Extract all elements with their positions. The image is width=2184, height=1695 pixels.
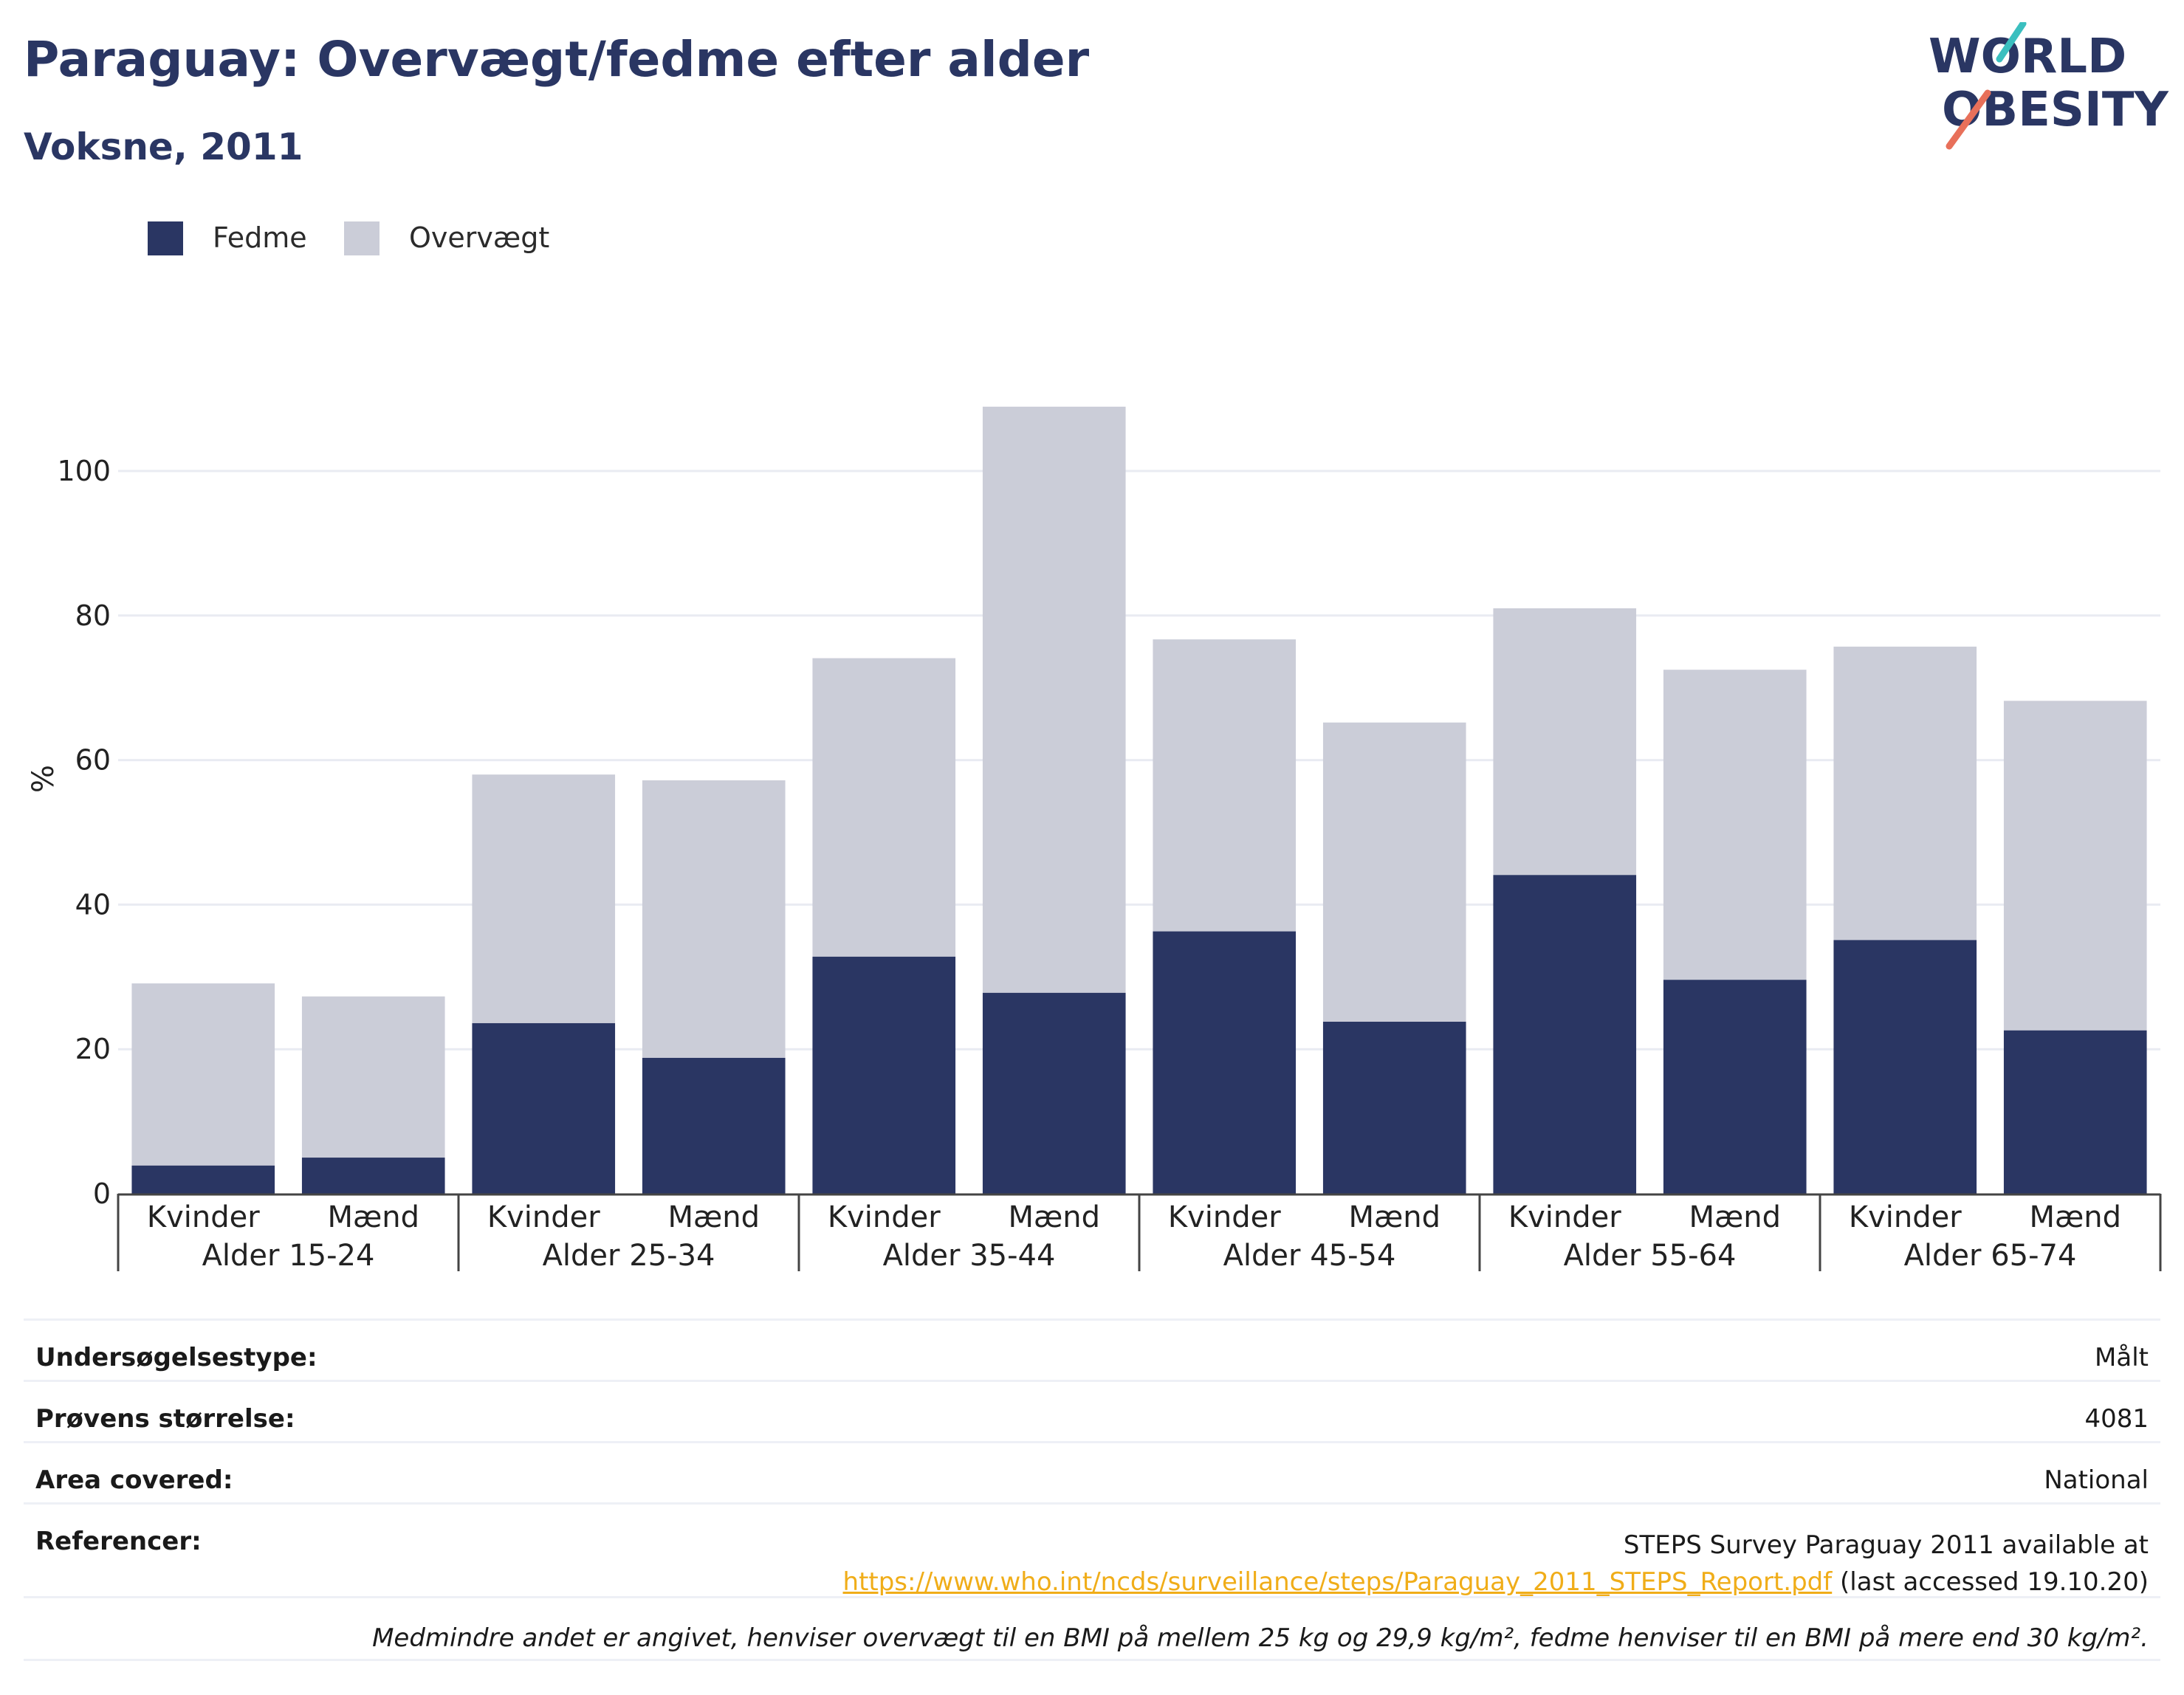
bar-overvaegt <box>1322 722 1466 1022</box>
bar-fedme <box>1663 980 1807 1194</box>
info-table: Undersøgelsestype: Målt Prøvens størrels… <box>24 1318 2160 1661</box>
references-value: STEPS Survey Paraguay 2011 available at … <box>672 1527 2149 1601</box>
bar-overvaegt <box>982 406 1126 993</box>
logo-line2: OBESITY <box>1942 83 2168 137</box>
bar-fedme <box>1493 875 1637 1194</box>
info-row-survey-type: Undersøgelsestype: Målt <box>24 1318 2160 1380</box>
y-tick-label: 60 <box>75 744 111 777</box>
x-group-label: Alder 55-64 <box>1564 1239 1737 1273</box>
logo-line1: WORLD <box>1929 30 2126 84</box>
legend-label-fedme: Fedme <box>213 221 307 254</box>
y-axis-title: % <box>27 765 61 793</box>
bar-fedme <box>472 1022 616 1194</box>
sample-size-label: Prøvens størrelse: <box>35 1404 295 1434</box>
bar-overvaegt <box>1153 639 1297 932</box>
bar-fedme <box>812 956 956 1194</box>
world-obesity-logo: WORLD OBESITY <box>1929 22 2168 150</box>
bar-overvaegt <box>1833 646 1977 941</box>
x-tick-label: Kvinder <box>487 1200 600 1234</box>
bar-chart: 0 20 40 60 80 100% Kvinder Mænd Kvinder Mænd Kvind… <box>27 406 2162 1273</box>
bar-fedme <box>301 1158 445 1194</box>
legend-label-overvaegt: Overvægt <box>409 221 550 254</box>
x-tick-label: Mænd <box>327 1200 419 1234</box>
bar-overvaegt <box>2003 701 2147 1031</box>
bar-overvaegt <box>301 996 445 1158</box>
bar-overvaegt <box>1493 608 1637 876</box>
references-label: Referencer: <box>35 1527 202 1556</box>
bar-overvaegt <box>131 983 275 1166</box>
x-tick-label: Mænd <box>667 1200 760 1234</box>
y-tick-label: 0 <box>93 1177 111 1210</box>
references-suffix: (last accessed 19.10.20) <box>1832 1567 2149 1597</box>
bar-fedme <box>1153 931 1297 1194</box>
bar-fedme <box>642 1057 786 1194</box>
x-group-label: Alder 65-74 <box>1904 1239 2077 1273</box>
x-tick-label: Mænd <box>2029 1200 2121 1234</box>
survey-type-value: Målt <box>2095 1343 2149 1372</box>
x-tick-label: Kvinder <box>147 1200 260 1234</box>
y-tick-label: 80 <box>75 599 111 632</box>
x-group-label: Alder 45-54 <box>1223 1239 1396 1273</box>
y-tick-label: 20 <box>75 1033 111 1065</box>
legend-swatch-overvaegt <box>344 221 380 255</box>
x-group-label: Alder 25-34 <box>543 1239 715 1273</box>
info-row-note: Medmindre andet er angivet, henviser ove… <box>24 1596 2160 1661</box>
logo-accent-teal <box>1996 22 2027 63</box>
x-tick-label: Kvinder <box>1168 1200 1281 1234</box>
info-row-sample-size: Prøvens størrelse: 4081 <box>24 1380 2160 1441</box>
references-prefix: STEPS Survey Paraguay 2011 available at <box>1623 1530 2149 1560</box>
info-row-references: Referencer: STEPS Survey Paraguay 2011 a… <box>24 1502 2160 1597</box>
bar-fedme <box>1833 940 1977 1194</box>
bar-fedme <box>131 1165 275 1194</box>
x-tick-label: Mænd <box>1689 1200 1781 1234</box>
bar-fedme <box>1322 1021 1466 1194</box>
bar-overvaegt <box>1663 670 1807 980</box>
x-tick-label: Kvinder <box>1849 1200 1962 1234</box>
definition-note: Medmindre andet er angivet, henviser ove… <box>372 1623 2149 1653</box>
legend-swatch-fedme <box>148 221 183 255</box>
y-tick-label: 100 <box>57 455 111 487</box>
x-tick-label: Mænd <box>1348 1200 1440 1234</box>
logo-accent-coral <box>1946 89 1991 150</box>
y-tick-label: 40 <box>75 888 111 921</box>
bar-fedme <box>2003 1030 2147 1194</box>
x-group-label: Alder 35-44 <box>883 1239 1056 1273</box>
chart-subtitle: Voksne, 2011 <box>24 126 303 168</box>
sample-size-value: 4081 <box>2084 1404 2149 1434</box>
bar-overvaegt <box>472 774 616 1023</box>
x-tick-label: Kvinder <box>1508 1200 1621 1234</box>
x-tick-label: Mænd <box>1008 1200 1100 1234</box>
bar-overvaegt <box>812 658 956 957</box>
area-value: National <box>2044 1465 2149 1495</box>
bar-fedme <box>982 992 1126 1194</box>
chart-title: Paraguay: Overvægt/fedme efter alder <box>24 31 1090 88</box>
x-tick-label: Kvinder <box>828 1200 941 1234</box>
area-label: Area covered: <box>35 1465 233 1495</box>
x-group-label: Alder 15-24 <box>202 1239 375 1273</box>
references-link[interactable]: https://www.who.int/ncds/surveillance/st… <box>842 1567 1833 1597</box>
bar-overvaegt <box>642 780 786 1058</box>
survey-type-label: Undersøgelsestype: <box>35 1343 317 1372</box>
info-row-area: Area covered: National <box>24 1441 2160 1502</box>
